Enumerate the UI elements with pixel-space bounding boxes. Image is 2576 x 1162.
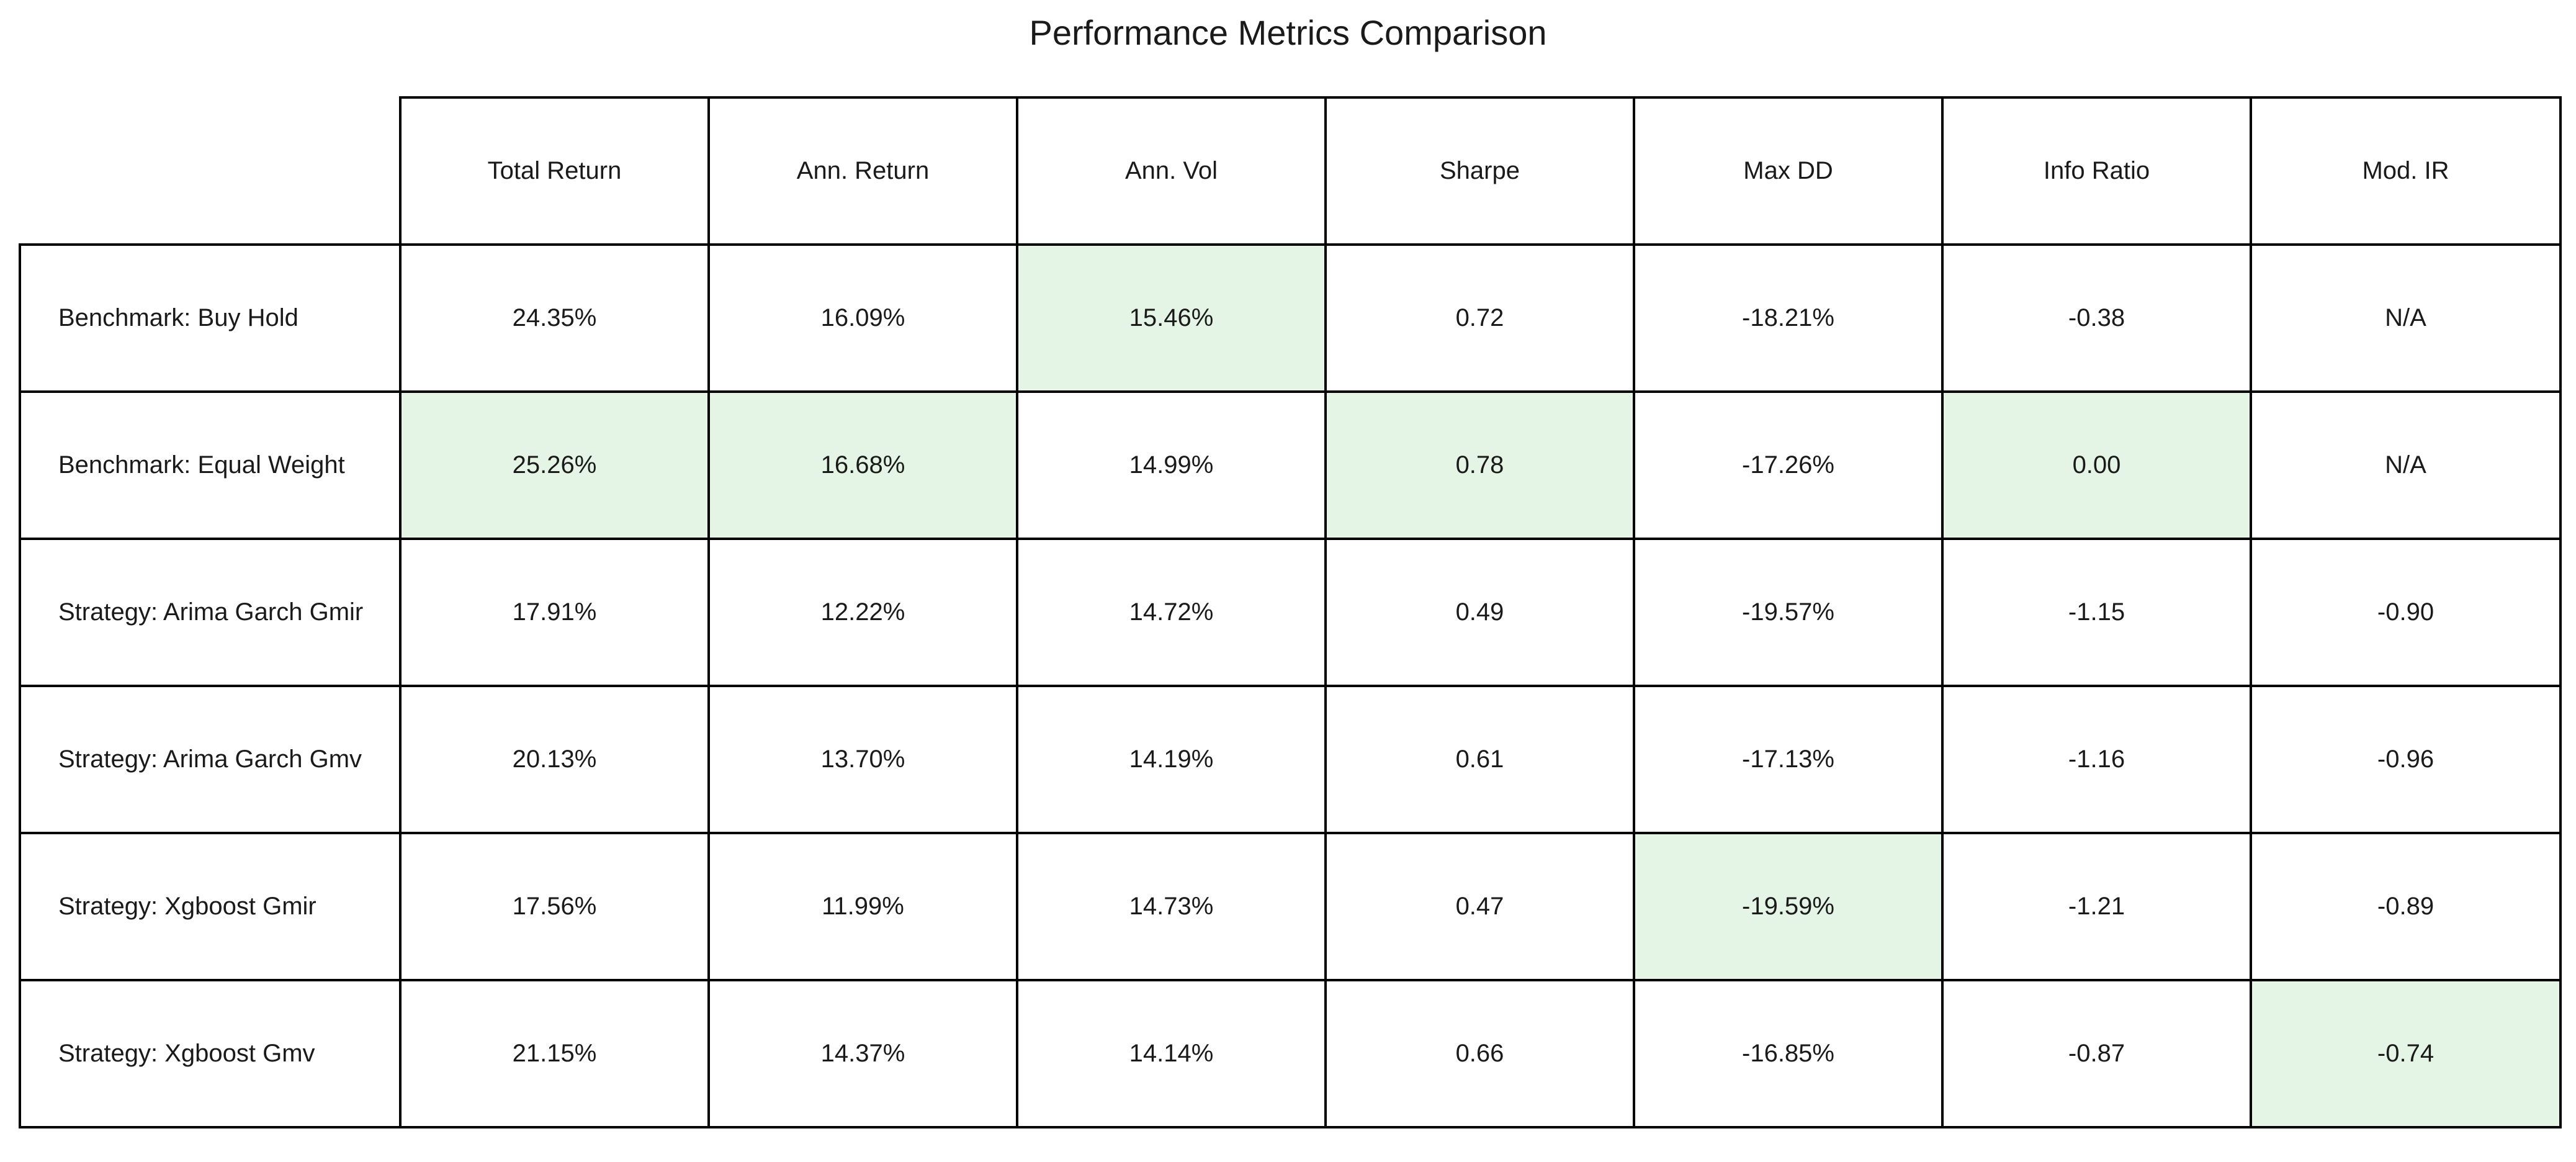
value-cell-mod-ir: -0.89 (2250, 832, 2562, 981)
metrics-table: Total Return Ann. Return Ann. Vol Sharpe… (19, 96, 2562, 1128)
value-cell-sharpe: 0.78 (1324, 390, 1635, 540)
value-cell-max-dd: -17.13% (1633, 685, 1944, 834)
column-header-total-return: Total Return (399, 96, 710, 246)
value-cell-max-dd: -16.85% (1633, 979, 1944, 1128)
value-cell-info-ratio: -1.15 (1941, 538, 2252, 687)
value-cell-mod-ir: N/A (2250, 390, 2562, 540)
value-cell-ann-vol: 14.14% (1016, 979, 1327, 1128)
value-cell-ann-vol: 14.19% (1016, 685, 1327, 834)
value-cell-sharpe: 0.47 (1324, 832, 1635, 981)
value-cell-total-return: 20.13% (399, 685, 710, 834)
value-cell-info-ratio: -0.87 (1941, 979, 2252, 1128)
value-cell-info-ratio: -1.21 (1941, 832, 2252, 981)
table-row-strategy-xgboost-gmv: Strategy: Xgboost Gmv 21.15% 14.37% 14.1… (19, 979, 2562, 1128)
value-cell-mod-ir: -0.90 (2250, 538, 2562, 687)
table-row-strategy-arima-garch-gmir: Strategy: Arima Garch Gmir 17.91% 12.22%… (19, 538, 2562, 687)
column-header-ann-vol: Ann. Vol (1016, 96, 1327, 246)
value-cell-info-ratio: 0.00 (1941, 390, 2252, 540)
value-cell-max-dd: -17.26% (1633, 390, 1944, 540)
corner-cell (20, 97, 402, 246)
value-cell-total-return: 24.35% (399, 243, 710, 393)
value-cell-total-return: 25.26% (399, 390, 710, 540)
table-row-strategy-xgboost-gmir: Strategy: Xgboost Gmir 17.56% 11.99% 14.… (19, 832, 2562, 981)
column-header-ann-return: Ann. Return (707, 96, 1018, 246)
table-row-benchmark-buy-hold: Benchmark: Buy Hold 24.35% 16.09% 15.46%… (19, 243, 2562, 393)
column-header-mod-ir: Mod. IR (2250, 96, 2562, 246)
column-header-max-dd: Max DD (1633, 96, 1944, 246)
row-label: Strategy: Xgboost Gmv (19, 979, 402, 1128)
row-label: Strategy: Arima Garch Gmir (19, 538, 402, 687)
value-cell-total-return: 17.91% (399, 538, 710, 687)
value-cell-max-dd: -19.57% (1633, 538, 1944, 687)
value-cell-ann-return: 13.70% (707, 685, 1018, 834)
value-cell-ann-vol: 14.73% (1016, 832, 1327, 981)
value-cell-info-ratio: -1.16 (1941, 685, 2252, 834)
value-cell-ann-vol: 14.99% (1016, 390, 1327, 540)
value-cell-sharpe: 0.61 (1324, 685, 1635, 834)
row-label: Strategy: Xgboost Gmir (19, 832, 402, 981)
chart-title: Performance Metrics Comparison (1029, 13, 1547, 52)
value-cell-ann-return: 14.37% (707, 979, 1018, 1128)
value-cell-sharpe: 0.72 (1324, 243, 1635, 393)
value-cell-max-dd: -18.21% (1633, 243, 1944, 393)
column-header-sharpe: Sharpe (1324, 96, 1635, 246)
value-cell-mod-ir: N/A (2250, 243, 2562, 393)
value-cell-ann-return: 16.09% (707, 243, 1018, 393)
row-label: Benchmark: Buy Hold (19, 243, 402, 393)
value-cell-ann-return: 12.22% (707, 538, 1018, 687)
value-cell-ann-vol: 15.46% (1016, 243, 1327, 393)
value-cell-mod-ir: -0.96 (2250, 685, 2562, 834)
row-label: Strategy: Arima Garch Gmv (19, 685, 402, 834)
table-row-strategy-arima-garch-gmv: Strategy: Arima Garch Gmv 20.13% 13.70% … (19, 685, 2562, 834)
value-cell-total-return: 17.56% (399, 832, 710, 981)
value-cell-ann-return: 16.68% (707, 390, 1018, 540)
table-row-benchmark-equal-weight: Benchmark: Equal Weight 25.26% 16.68% 14… (19, 390, 2562, 540)
row-label: Benchmark: Equal Weight (19, 390, 402, 540)
column-header-info-ratio: Info Ratio (1941, 96, 2252, 246)
header-row: Total Return Ann. Return Ann. Vol Sharpe… (20, 96, 2562, 246)
value-cell-ann-vol: 14.72% (1016, 538, 1327, 687)
value-cell-ann-return: 11.99% (707, 832, 1018, 981)
value-cell-sharpe: 0.66 (1324, 979, 1635, 1128)
value-cell-info-ratio: -0.38 (1941, 243, 2252, 393)
value-cell-mod-ir: -0.74 (2250, 979, 2562, 1128)
value-cell-sharpe: 0.49 (1324, 538, 1635, 687)
value-cell-max-dd: -19.59% (1633, 832, 1944, 981)
value-cell-total-return: 21.15% (399, 979, 710, 1128)
